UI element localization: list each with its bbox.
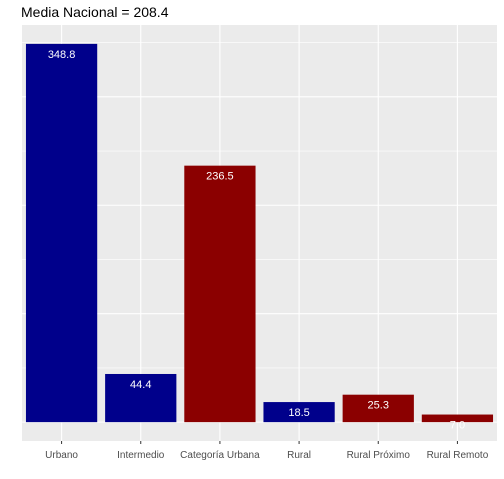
chart-title: Media Nacional = 208.4 <box>21 4 169 20</box>
x-axis-ticks: Urbano Intermedio Categoría Urbana Rural Rur… <box>45 441 489 461</box>
data-label: 7.0 <box>450 420 465 432</box>
data-labels: 348.8 44.4 236.5 18.5 25.3 7.0 <box>48 49 465 432</box>
bars <box>25 43 494 423</box>
grid-minor <box>22 42 497 369</box>
bar <box>421 414 494 423</box>
bar <box>342 394 414 423</box>
x-tick-label: Categoría Urbana <box>180 450 260 461</box>
data-label: 25.3 <box>368 400 389 412</box>
x-tick-label: Rural Próximo <box>347 450 411 461</box>
x-tick-label: Rural Remoto <box>427 450 489 461</box>
data-label: 348.8 <box>48 49 76 61</box>
data-label: 18.5 <box>288 407 309 419</box>
x-tick-label: Rural <box>287 450 311 461</box>
plot-panel <box>22 25 497 441</box>
x-tick-label: Urbano <box>45 450 78 461</box>
data-label: 236.5 <box>206 171 234 183</box>
bar <box>184 165 256 423</box>
x-tick-label: Intermedio <box>117 450 165 461</box>
bar <box>263 402 335 423</box>
bar <box>105 373 177 423</box>
bar <box>25 43 98 423</box>
data-label: 44.4 <box>130 379 151 391</box>
